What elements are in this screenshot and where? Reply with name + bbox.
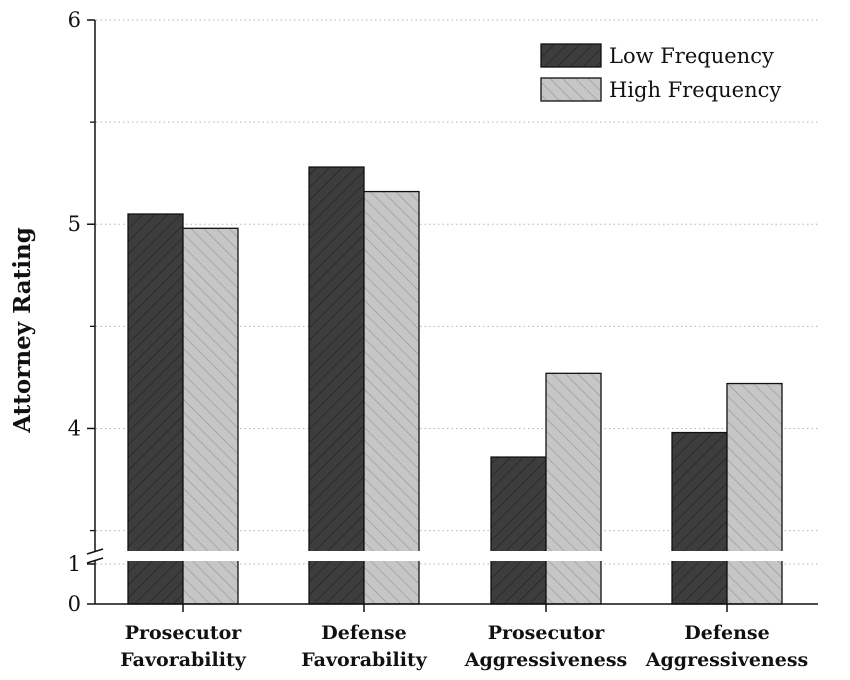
- bar: [363, 190, 420, 605]
- bar: [671, 431, 728, 605]
- legend: Low Frequency High Frequency: [540, 43, 781, 102]
- y-tick-label: 4: [68, 416, 81, 440]
- x-tick-label: Aggressiveness: [645, 649, 808, 671]
- x-tick-label: Aggressiveness: [464, 649, 627, 671]
- legend-label: High Frequency: [609, 78, 781, 102]
- y-tick-label: 0: [68, 592, 81, 616]
- bar: [490, 456, 547, 605]
- x-tick-label: Prosecutor: [488, 622, 606, 644]
- bar: [545, 372, 602, 605]
- legend-label: Low Frequency: [609, 44, 774, 68]
- y-tick-label: 5: [68, 212, 81, 236]
- legend-swatch: [540, 43, 602, 68]
- bar: [182, 227, 239, 605]
- x-tick-label: Favorability: [120, 649, 247, 671]
- x-tick-label: Prosecutor: [125, 622, 243, 644]
- labels: 0 1 4 5 6 Prosecutor Favorability Defense Favora…: [9, 8, 808, 671]
- bars: [127, 166, 783, 605]
- y-tick-label: 6: [68, 8, 81, 32]
- axes: [87, 19, 818, 612]
- bar: [308, 166, 365, 605]
- y-axis-title: Attorney Rating: [9, 227, 36, 434]
- bar: [726, 382, 783, 605]
- x-tick-label: Defense: [321, 622, 406, 644]
- x-tick-label: Defense: [684, 622, 769, 644]
- axis-break-mark: [86, 548, 104, 555]
- axis-break-mark: [86, 557, 104, 564]
- axis-break-gap: [70, 551, 790, 561]
- axis-break: [70, 548, 790, 564]
- gridlines: [96, 19, 818, 565]
- bar: [127, 213, 184, 605]
- x-tick-label: Favorability: [301, 649, 428, 671]
- legend-swatch: [540, 77, 602, 102]
- y-tick-label: 1: [68, 552, 81, 576]
